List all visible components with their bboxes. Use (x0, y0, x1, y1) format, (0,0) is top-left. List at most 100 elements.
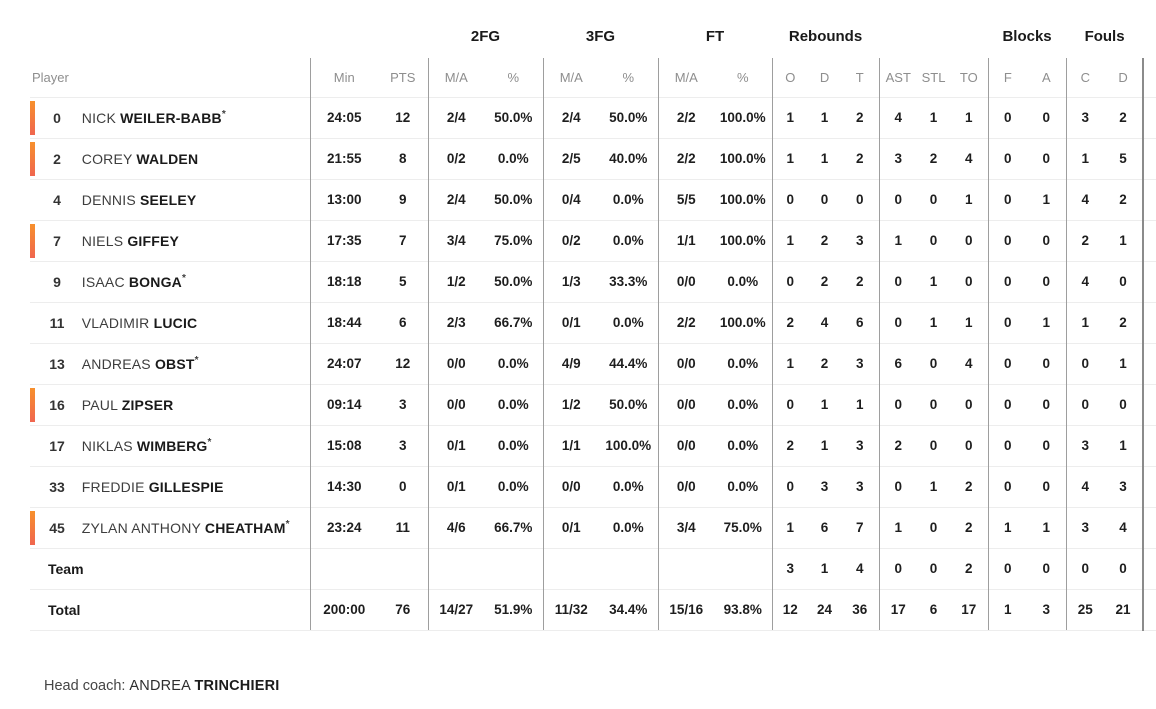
group-3fg: 3FG (585, 28, 616, 45)
stat-to: 17 (950, 588, 989, 631)
stat-foul-c: 25 (1065, 588, 1105, 631)
stat-block-f: 0 (987, 383, 1028, 425)
stat-2fg-pct: 0.0% (484, 465, 543, 507)
player-cell: 17 NIKLAS WIMBERG* (30, 424, 310, 466)
stat-2fg-ma: 4/6 (427, 506, 484, 548)
player-first-name: FREDDIE (81, 478, 145, 495)
player-last-name: ZIPSER (121, 396, 174, 413)
stat-ft-ma: 2/2 (657, 301, 714, 343)
table-row: 4 DENNIS SEELEY 13:00 9 2/4 50.0% 0/4 0.… (30, 178, 1156, 220)
group-ft: FT (705, 28, 725, 45)
stat-min: 09:14 (309, 383, 378, 425)
stat-ft-pct: 100.0% (714, 137, 773, 179)
stat-foul-c: 0 (1065, 342, 1105, 384)
stat-ast: 0 (878, 301, 918, 343)
stat-reb-d: 1 (808, 96, 842, 138)
stat-ft-pct: 0.0% (714, 383, 773, 425)
col-fouls-c: C (1065, 58, 1105, 97)
stat-pir-clipped (1142, 465, 1156, 507)
stat-to: 2 (950, 465, 989, 507)
stat-min: 17:35 (309, 219, 378, 261)
player-last-name: GIFFEY (127, 232, 180, 249)
stat-stl: 1 (917, 96, 951, 138)
head-coach-label: Head coach: (44, 678, 126, 694)
player-cell: Team (30, 547, 310, 589)
stat-reb-o: 1 (771, 342, 809, 384)
stat-2fg-ma: 0/1 (427, 465, 484, 507)
stat-block-f: 0 (987, 260, 1028, 302)
stat-stl: 0 (917, 178, 951, 220)
stat-foul-d: 21 (1104, 588, 1144, 631)
player-first-name: NIELS (81, 232, 124, 249)
col-blocks-a: A (1041, 69, 1051, 85)
stat-to: 0 (950, 219, 989, 261)
captain-star: * (182, 272, 187, 284)
stat-reb-d: 2 (808, 342, 842, 384)
stat-foul-d: 4 (1104, 506, 1144, 548)
group-2fg: 2FG (470, 28, 501, 45)
stat-block-a: 0 (1027, 547, 1067, 589)
stat-stl: 0 (917, 424, 951, 466)
player-name: VLADIMIR LUCIC (82, 315, 198, 331)
stat-foul-d: 2 (1104, 301, 1144, 343)
stat-ft-pct: 100.0% (714, 219, 773, 261)
stat-2fg-ma: 0/0 (427, 342, 484, 384)
stat-min (309, 547, 378, 589)
stat-block-a: 0 (1027, 137, 1067, 179)
stat-block-a: 0 (1027, 96, 1067, 138)
stat-foul-d: 0 (1104, 260, 1144, 302)
stat-3fg-pct: 44.4% (599, 342, 658, 384)
stat-reb-d: 1 (808, 547, 842, 589)
coach-last-name: TRINCHIERI (194, 678, 280, 694)
stat-reb-t: 0 (841, 178, 880, 220)
coach-first-name: ANDREA (129, 678, 191, 694)
stat-3fg-pct: 50.0% (599, 383, 658, 425)
player-first-name: ISAAC (81, 273, 125, 290)
player-name: FREDDIE GILLESPIE (82, 479, 224, 495)
table-row: Total 200:00 76 14/27 51.9% 11/32 34.4% … (30, 588, 1156, 631)
stat-ft-pct: 0.0% (714, 465, 773, 507)
stat-reb-o: 0 (771, 260, 809, 302)
stat-stl: 0 (917, 506, 951, 548)
stat-pir-clipped (1142, 96, 1156, 138)
stat-pts: 0 (378, 465, 428, 507)
stat-reb-t: 36 (841, 588, 880, 631)
stat-pir-clipped (1142, 137, 1156, 179)
stat-to: 4 (950, 342, 989, 384)
table-row: 45 ZYLAN ANTHONY CHEATHAM* 23:24 11 4/6 … (30, 506, 1156, 548)
stat-2fg-ma: 2/4 (427, 178, 484, 220)
stat-3fg-ma: 11/32 (542, 588, 599, 631)
stat-ft-pct: 100.0% (714, 96, 773, 138)
stat-3fg-ma: 0/1 (542, 506, 599, 548)
stat-block-f: 0 (987, 301, 1028, 343)
stat-reb-d: 2 (808, 260, 842, 302)
stat-2fg-ma: 3/4 (427, 219, 484, 261)
stat-pts (378, 547, 428, 589)
col-to: TO (959, 69, 978, 85)
stat-block-f: 1 (987, 588, 1028, 631)
table-row: 9 ISAAC BONGA* 18:18 5 1/2 50.0% 1/3 33.… (30, 260, 1156, 302)
player-name: ZYLAN ANTHONY CHEATHAM* (82, 519, 290, 536)
stat-min: 15:08 (309, 424, 378, 466)
stat-to: 1 (950, 178, 989, 220)
stat-ft-pct: 75.0% (714, 506, 773, 548)
stat-block-a: 1 (1027, 178, 1067, 220)
stat-ft-pct (714, 547, 773, 589)
stat-reb-o: 0 (771, 178, 809, 220)
stat-stl: 0 (917, 342, 951, 384)
group-spacer-ast (879, 0, 988, 58)
stat-2fg-pct: 50.0% (484, 260, 543, 302)
stat-stl: 0 (917, 383, 951, 425)
stat-foul-d: 1 (1104, 219, 1144, 261)
stat-min: 24:05 (309, 96, 378, 138)
stat-foul-c: 4 (1065, 260, 1105, 302)
stat-foul-c: 4 (1065, 465, 1105, 507)
stat-reb-t: 7 (841, 506, 880, 548)
stat-ast: 0 (878, 178, 918, 220)
col-stl: STL (921, 69, 946, 85)
stat-2fg-pct (484, 547, 543, 589)
stat-pir-clipped (1142, 588, 1156, 631)
stat-pir-clipped (1142, 301, 1156, 343)
stat-min: 18:44 (309, 301, 378, 343)
stat-foul-c: 0 (1065, 383, 1105, 425)
